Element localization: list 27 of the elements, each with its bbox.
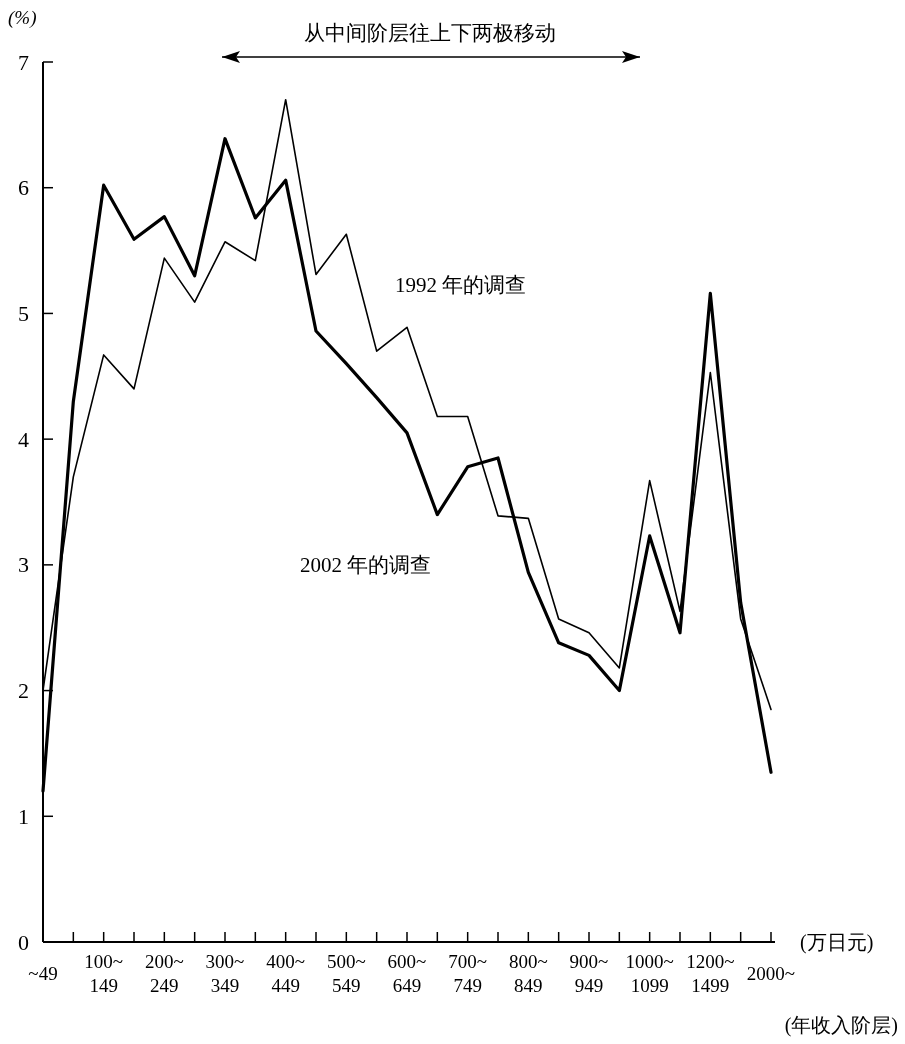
- x-tick-label: 1000~ 1099: [625, 951, 674, 996]
- chart-title: 从中间阶层往上下两极移动: [304, 21, 556, 45]
- x-tick-label: ~49: [28, 963, 58, 984]
- x-tick-label: 700~ 749: [448, 951, 488, 996]
- y-tick-label: 3: [18, 552, 29, 578]
- x-tick-label: 100~ 149: [84, 951, 124, 996]
- series-label: 1992 年的调查: [395, 273, 527, 297]
- y-tick-label: 5: [18, 300, 29, 326]
- y-tick-label: 2: [18, 678, 29, 704]
- x-tick-label: 800~ 849: [508, 951, 548, 996]
- series-label: 2002 年的调查: [300, 553, 432, 577]
- text: (万日元): [800, 931, 874, 954]
- x-tick-label: 300~ 349: [205, 951, 245, 996]
- x-axis-title: (年收入阶层): [784, 1014, 898, 1037]
- x-tick-label: 500~ 549: [326, 951, 366, 996]
- x-tick-label: 400~ 449: [266, 951, 306, 996]
- x-tick-label: 900~ 949: [569, 951, 609, 996]
- y-axis-title: (%): [8, 7, 37, 29]
- y-tick-label: 1: [18, 803, 29, 829]
- x-tick-label: 600~ 649: [387, 951, 427, 996]
- x-tick-label: 1200~ 1499: [686, 951, 735, 996]
- y-tick-label: 7: [18, 49, 29, 75]
- y-tick-label: 4: [18, 426, 29, 452]
- y-tick-label: 0: [18, 929, 29, 955]
- x-tick-label: 2000~: [746, 963, 796, 984]
- y-tick-label: 6: [18, 175, 29, 201]
- x-tick-label: 200~ 249: [144, 951, 184, 996]
